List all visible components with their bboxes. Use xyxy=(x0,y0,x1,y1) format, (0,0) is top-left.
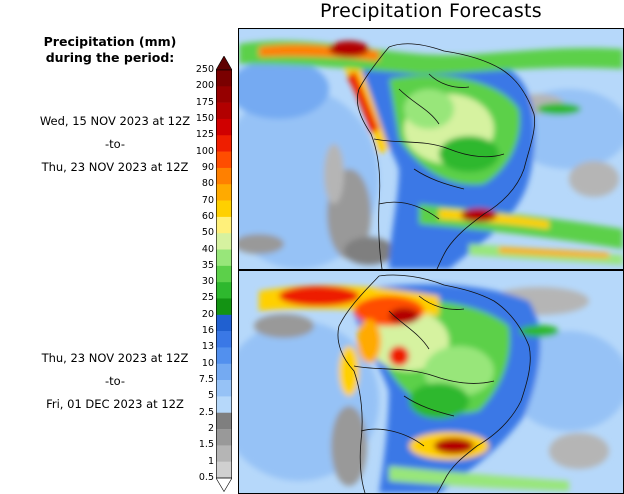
legend-heading: Precipitation (mm) during the period: xyxy=(10,34,210,66)
colorbar-tick-label: 13 xyxy=(201,341,214,353)
colorbar-tick-label: 50 xyxy=(201,227,214,239)
colorbar-bottom-arrow xyxy=(216,477,232,492)
period-1-label: Wed, 15 NOV 2023 at 12Z -to- Thu, 23 NOV… xyxy=(20,110,210,179)
legend-heading-line1: Precipitation (mm) xyxy=(43,34,177,49)
colorbar-tick-label: 5 xyxy=(207,390,214,402)
colorbar-segment xyxy=(216,314,232,332)
legend-heading-line2: during the period: xyxy=(45,50,175,65)
period-2-label: Thu, 23 NOV 2023 at 12Z -to- Fri, 01 DEC… xyxy=(20,347,210,416)
colorbar-tick-label: 80 xyxy=(201,178,214,190)
colorbar-segment xyxy=(216,445,232,462)
colorbar-tick-label: 150 xyxy=(195,112,214,124)
colorbar-segment xyxy=(216,216,232,234)
precip-map-1 xyxy=(239,29,623,269)
colorbar-segment xyxy=(216,396,232,414)
colorbar-tick-label: 40 xyxy=(201,243,214,255)
colorbar-segment xyxy=(216,135,232,152)
colorbar-tick-label: 25 xyxy=(201,292,214,304)
forecast-map-period-1 xyxy=(238,28,624,270)
colorbar-tick-label: 2 xyxy=(207,423,214,435)
colorbar-tick-label: 10 xyxy=(201,357,214,369)
colorbar-segment xyxy=(216,249,232,267)
period-2-start: Thu, 23 NOV 2023 at 12Z xyxy=(41,351,189,365)
colorbar-tick-label: 100 xyxy=(195,145,214,157)
colorbar-segment xyxy=(216,70,232,87)
colorbar-segment xyxy=(216,282,232,299)
colorbar-tick-label: 175 xyxy=(195,96,214,108)
colorbar-segment xyxy=(216,151,232,169)
colorbar-tick-label: 2.5 xyxy=(198,406,214,418)
colorbar-tick-label: 70 xyxy=(201,194,214,206)
colorbar-segment xyxy=(216,200,232,218)
precip-map-2 xyxy=(239,271,623,493)
period-1-sep: -to- xyxy=(104,137,126,151)
color-scale-labels: 250 200 175 150 125 100 90 80 70 60 50 40 35 30 25 20 16… xyxy=(188,56,214,492)
colorbar-tick-label: 0.5 xyxy=(198,472,214,483)
colorbar-tick-label: 90 xyxy=(201,161,214,173)
colorbar-tick-label: 35 xyxy=(201,259,214,271)
colorbar-tick-label: 16 xyxy=(201,325,214,337)
chart-title: Precipitation Forecasts xyxy=(320,0,542,22)
colorbar-segment xyxy=(216,461,232,479)
colorbar-tick-label: 1 xyxy=(207,455,214,467)
colorbar-segment xyxy=(216,347,232,365)
forecast-map-period-2 xyxy=(238,270,624,494)
colorbar-segment xyxy=(216,86,232,103)
colorbar-segment xyxy=(216,331,232,348)
colorbar-segment xyxy=(216,167,232,185)
colorbar-segment xyxy=(216,429,232,446)
colorbar-tick-label: 30 xyxy=(201,276,214,288)
colorbar-tick-label: 1.5 xyxy=(198,439,214,451)
colorbar-tick-label: 200 xyxy=(195,80,214,92)
colorbar-segment xyxy=(216,363,232,381)
period-2-sep: -to- xyxy=(104,374,126,388)
colorbar-segment xyxy=(216,233,232,250)
colorbar-tick-label: 20 xyxy=(201,308,214,320)
colorbar-segment xyxy=(216,412,232,430)
colorbar-tick-label: 7.5 xyxy=(198,374,214,386)
colorbar-segment xyxy=(216,265,232,283)
colorbar-tick-label: 250 xyxy=(195,64,214,75)
colorbar-segment xyxy=(216,298,232,316)
period-1-start: Wed, 15 NOV 2023 at 12Z xyxy=(39,114,191,128)
color-scale-bar xyxy=(216,56,232,492)
period-1-end: Thu, 23 NOV 2023 at 12Z xyxy=(41,160,189,174)
colorbar-segment xyxy=(216,380,232,397)
colorbar-tick-label: 125 xyxy=(195,129,214,141)
period-2-end: Fri, 01 DEC 2023 at 12Z xyxy=(46,397,184,411)
colorbar-frame xyxy=(216,69,232,479)
colorbar-tick-label: 60 xyxy=(201,210,214,222)
colorbar-segment xyxy=(216,118,232,136)
colorbar-top-arrow xyxy=(216,56,232,71)
colorbar-segment xyxy=(216,184,232,201)
colorbar-segment xyxy=(216,102,232,120)
